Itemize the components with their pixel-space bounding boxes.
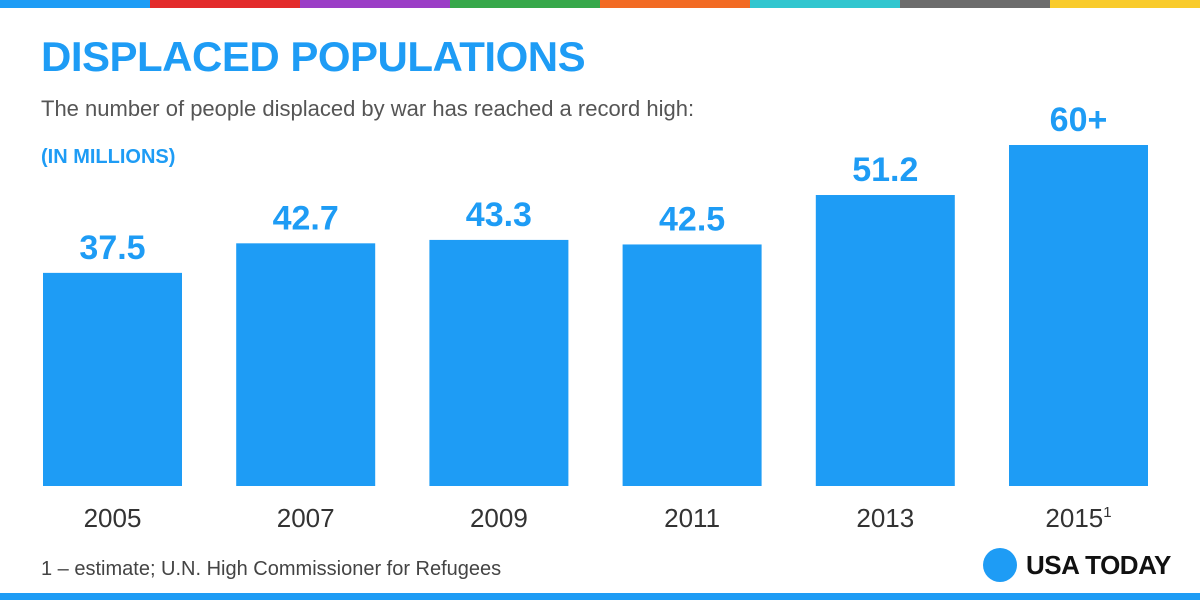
x-tick-2013: 2013 [856, 503, 914, 533]
bottom-accent-bar [0, 593, 1200, 600]
x-tick-2011: 2011 [664, 503, 720, 533]
footnote-mark: 1 [1103, 504, 1111, 521]
logo-text: USA TODAY [1026, 549, 1171, 580]
top-bar-segment [300, 0, 450, 8]
usa-today-logo: USA TODAY [983, 548, 1171, 582]
top-bar-segment [450, 0, 600, 8]
bar-2005 [43, 272, 182, 486]
bar-2015 [1009, 145, 1148, 486]
value-label-2007: 42.7 [273, 199, 339, 237]
x-tick-2015: 20151 [1045, 503, 1111, 533]
value-label-2013: 51.2 [852, 151, 918, 189]
top-bar-segment [1050, 0, 1200, 8]
x-tick-2005: 2005 [84, 503, 142, 533]
usa-today-circle-icon [983, 548, 1017, 582]
source-footnote: 1 – estimate; U.N. High Commissioner for… [41, 558, 502, 580]
bar-2013 [815, 195, 955, 486]
top-bar-segment [600, 0, 750, 8]
top-color-bar [0, 0, 1200, 8]
top-bar-segment [750, 0, 900, 8]
top-bar-segment [150, 0, 300, 8]
units-label: (IN MILLIONS) [41, 146, 176, 168]
bar-2007 [236, 243, 376, 486]
chart-subtitle: The number of people displaced by war ha… [41, 96, 695, 121]
value-label-2009: 43.3 [466, 196, 532, 234]
value-label-2011: 42.5 [659, 200, 725, 238]
x-tick-2009: 2009 [470, 503, 528, 533]
bar-2009 [429, 239, 569, 486]
bar-2011 [622, 244, 762, 486]
value-label-2005: 37.5 [79, 229, 145, 267]
top-bar-segment [0, 0, 150, 8]
x-tick-2007: 2007 [277, 503, 335, 533]
chart-title: DISPLACED POPULATIONS [41, 33, 586, 80]
top-bar-segment [900, 0, 1050, 8]
value-label-2015: 60+ [1050, 101, 1108, 139]
